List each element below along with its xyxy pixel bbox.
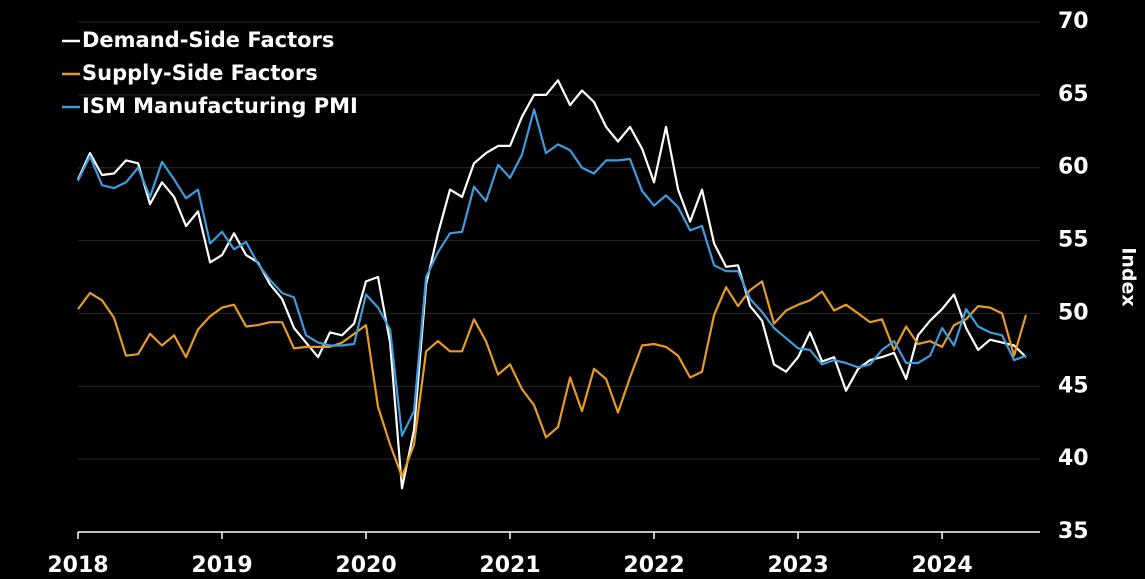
y-tick-label: 40 <box>1058 446 1089 471</box>
y-tick-label: 60 <box>1058 155 1089 180</box>
series-line <box>77 108 1027 437</box>
x-tick-label: 2018 <box>47 553 108 578</box>
y-tick-label: 70 <box>1058 9 1089 34</box>
x-tick-label: 2020 <box>335 553 396 578</box>
y-tick-label: 55 <box>1058 228 1089 253</box>
series-line <box>76 79 1027 490</box>
x-tick-label: 2023 <box>767 553 828 578</box>
y-axis-label: Index <box>1118 247 1140 306</box>
y-tick-label: 50 <box>1058 300 1089 325</box>
x-tick-label: 2021 <box>479 553 540 578</box>
x-tick-label: 2024 <box>911 553 972 578</box>
legend-label: Demand-Side Factors <box>82 28 334 52</box>
series-line <box>77 280 1028 478</box>
y-tick-label: 65 <box>1058 82 1089 107</box>
y-tick-label: 45 <box>1058 373 1089 398</box>
x-tick-label: 2022 <box>623 553 684 578</box>
y-tick-label: 35 <box>1058 519 1089 544</box>
legend-label: Supply-Side Factors <box>82 61 318 85</box>
x-tick-label: 2019 <box>191 553 252 578</box>
legend-label: ISM Manufacturing PMI <box>82 94 358 118</box>
